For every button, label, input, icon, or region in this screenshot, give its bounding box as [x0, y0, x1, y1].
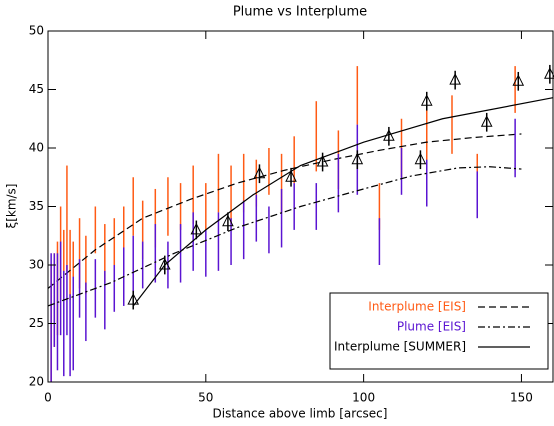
chart-title: Plume vs Interplume [233, 5, 367, 20]
x-axis-label: Distance above limb [arcsec] [213, 407, 388, 421]
triangle-marker [127, 292, 140, 305]
triangle-marker [544, 67, 554, 79]
triangle-marker [449, 73, 461, 85]
triangle-marker [512, 74, 525, 86]
legend-label: Interplume [SUMMER] [334, 340, 466, 354]
fit-curve [132, 97, 554, 307]
y-tick-label: 20 [29, 375, 44, 389]
fit-curve [48, 166, 522, 307]
y-tick-label: 25 [29, 316, 44, 330]
x-tick-label: 0 [44, 391, 52, 405]
triangle-marker [253, 166, 266, 179]
triangle-marker [285, 170, 297, 182]
triangle-marker [222, 214, 234, 227]
triangle-marker [480, 115, 493, 127]
x-tick-label: 150 [510, 391, 533, 405]
y-axis-label: ξ[km/s] [5, 184, 19, 229]
triangle-marker [414, 152, 427, 165]
y-tick-label: 35 [29, 199, 44, 213]
triangle-marker [316, 154, 329, 167]
y-tick-label: 50 [29, 24, 44, 38]
triangle-marker [420, 94, 433, 106]
y-tick-label: 45 [29, 82, 44, 96]
triangle-marker [351, 152, 364, 165]
y-tick-label: 40 [29, 141, 44, 155]
legend-label: Plume [EIS] [397, 320, 466, 334]
legend-box [329, 292, 549, 370]
x-tick-label: 100 [352, 391, 375, 405]
fit-curve [48, 133, 522, 289]
triangle-marker [158, 257, 171, 270]
legend-label: Interplume [EIS] [368, 300, 466, 314]
y-tick-label: 30 [29, 258, 44, 272]
triangle-marker [190, 222, 203, 235]
x-tick-label: 50 [198, 391, 213, 405]
plot-area [48, 64, 554, 382]
